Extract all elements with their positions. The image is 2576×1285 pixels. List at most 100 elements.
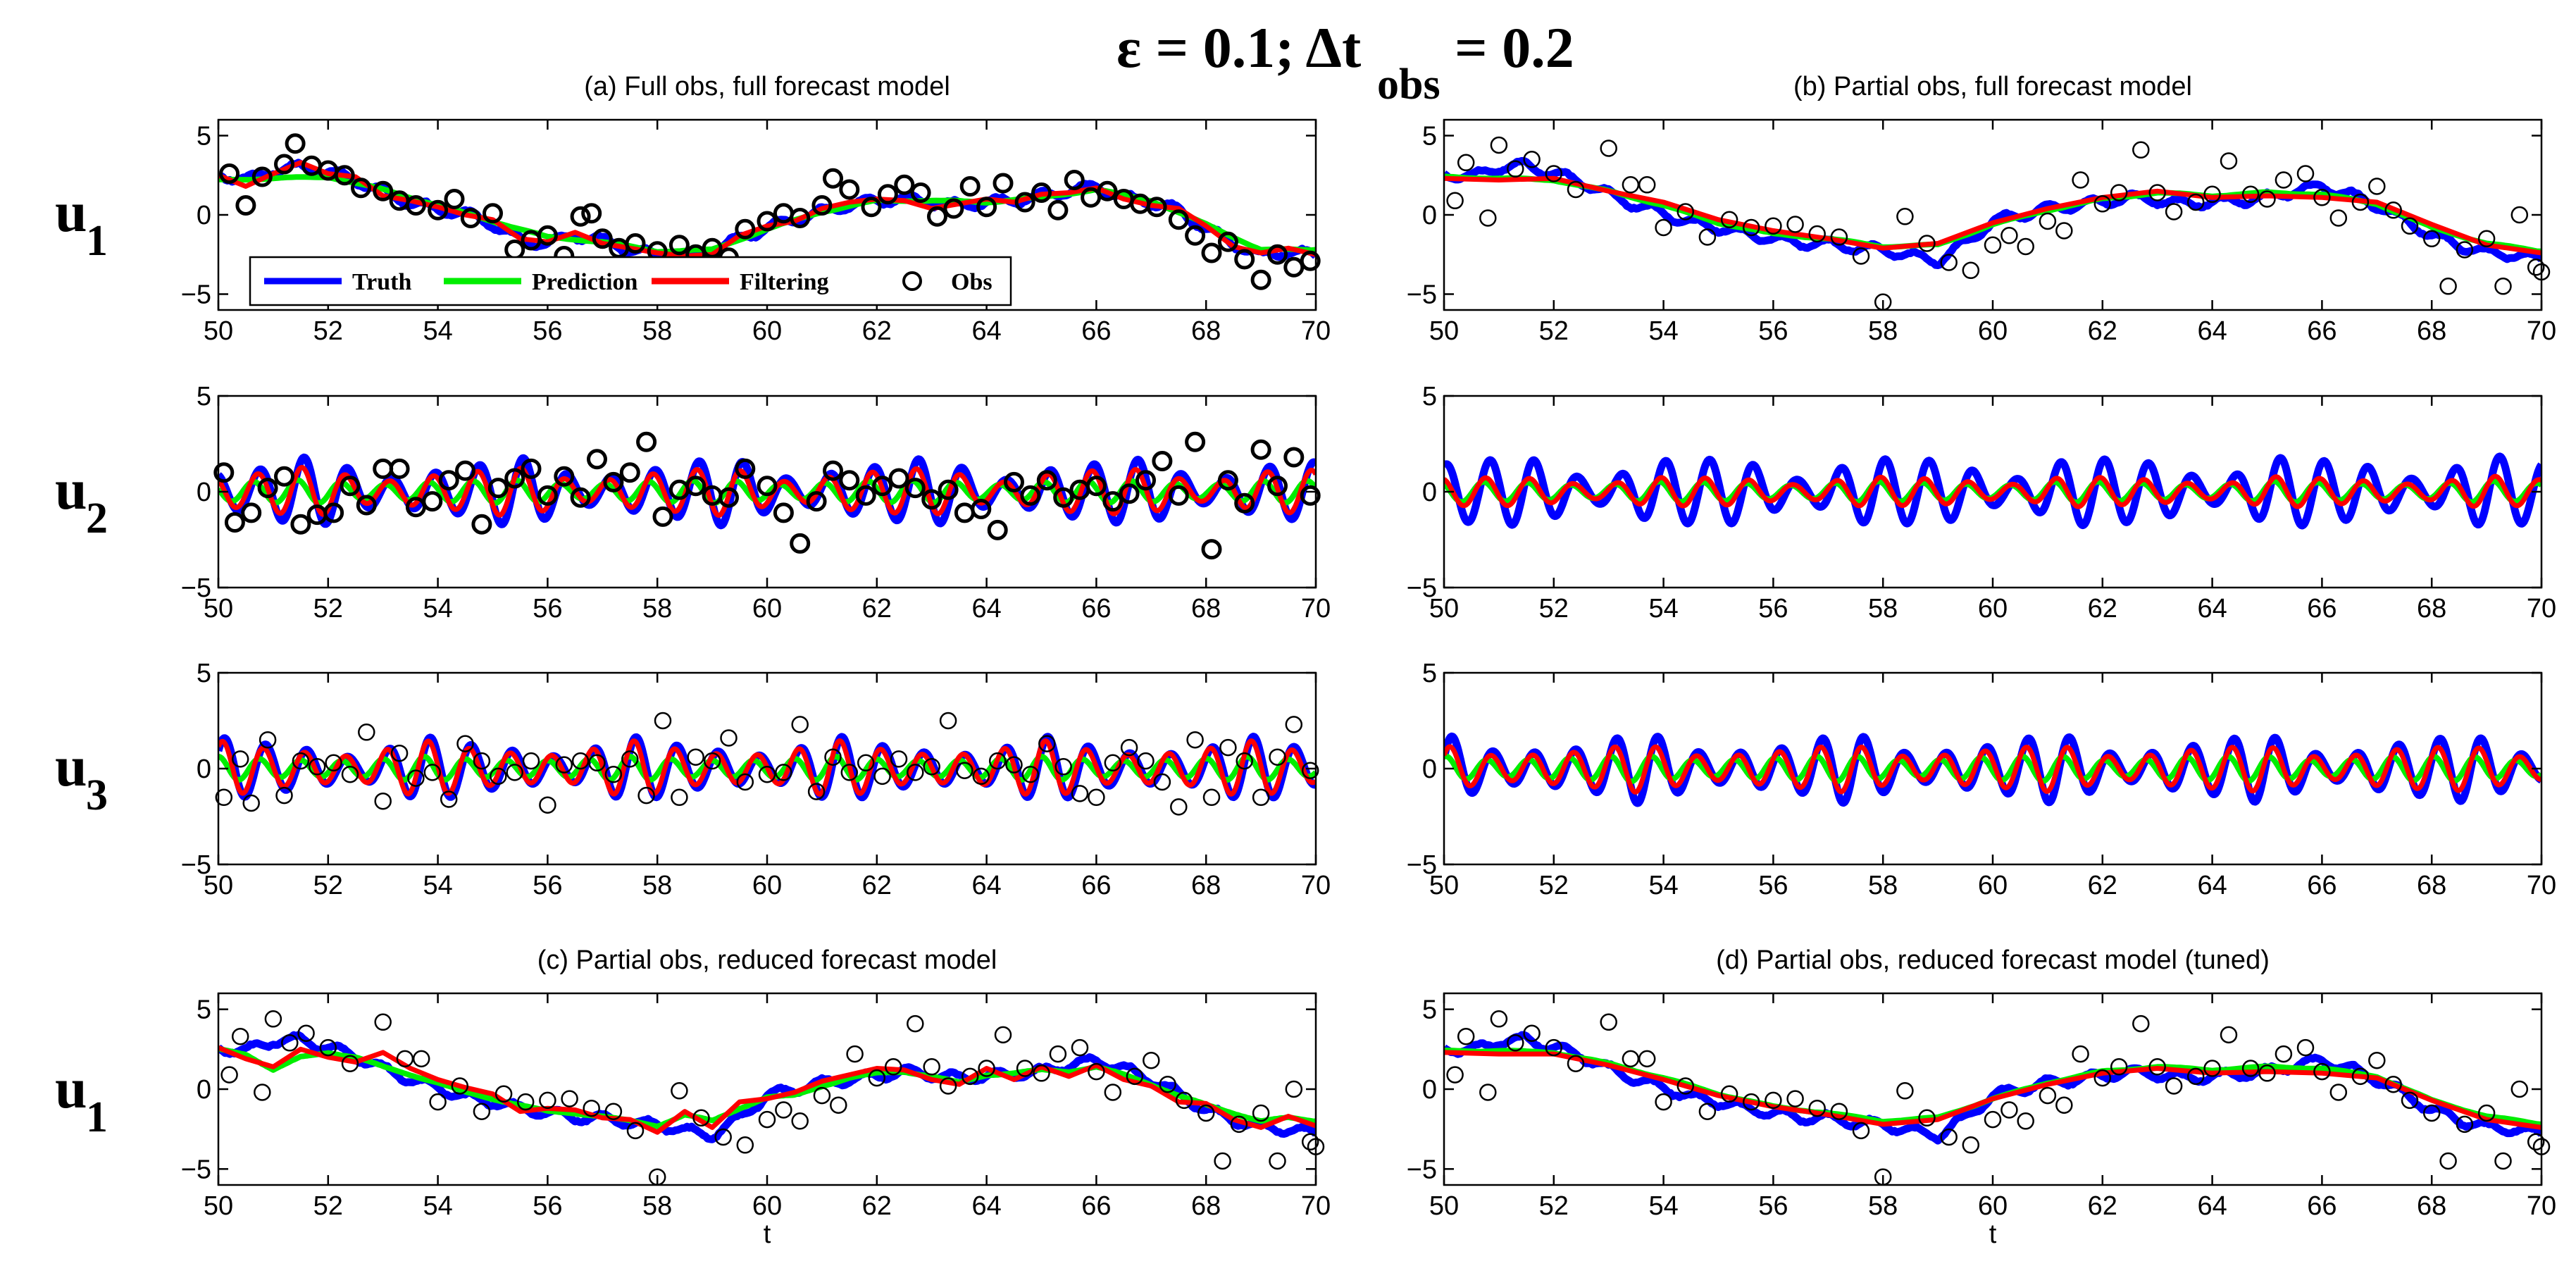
obs-point	[2439, 278, 2457, 295]
obs-point	[904, 478, 926, 499]
obs-point	[2384, 1075, 2402, 1093]
obs-point	[1830, 1103, 1848, 1120]
panel-title: (a) Full obs, full forecast model	[584, 72, 950, 101]
obs-point	[1523, 151, 1541, 168]
obs-point	[1300, 250, 1321, 271]
legend-box	[249, 256, 1012, 306]
obs-point	[2296, 1038, 2315, 1057]
obs-point	[561, 1090, 578, 1107]
obs-point	[2401, 217, 2419, 235]
obs-point	[494, 1085, 513, 1103]
obs-point	[791, 716, 809, 733]
legend: Truth Prediction Filtering Obs	[249, 256, 1012, 306]
plot-area	[1444, 156, 2541, 269]
obs-point	[1168, 485, 1189, 506]
y-tick-label: 5	[197, 995, 211, 1025]
x-tick-label: 62	[2088, 871, 2117, 900]
obs-point	[2039, 212, 2057, 230]
obs-point	[1742, 1093, 1760, 1111]
obs-point	[824, 748, 842, 766]
legend-swatch	[902, 271, 922, 291]
x-tick-label: 66	[1081, 594, 1111, 623]
obs-point	[888, 468, 909, 489]
obs-point	[877, 184, 898, 205]
obs-point	[1622, 1050, 1640, 1068]
obs-point	[319, 1038, 337, 1057]
obs-point	[2510, 206, 2529, 224]
obs-point	[685, 476, 707, 497]
row-label-var: u	[55, 180, 87, 244]
obs-point	[2401, 1091, 2419, 1110]
legend-label: Prediction	[532, 269, 638, 295]
obs-point	[839, 179, 860, 200]
obs-point	[2351, 1067, 2370, 1086]
obs-point	[2296, 165, 2315, 182]
x-tick-label: 70	[1301, 871, 1331, 900]
obs-point	[215, 788, 233, 807]
obs-point	[2203, 185, 2221, 204]
obs-point	[927, 206, 947, 227]
obs-point	[1490, 136, 1508, 154]
obs-point	[939, 1077, 957, 1095]
obs-point	[2258, 190, 2276, 208]
y-tick-label: 5	[1422, 122, 1437, 151]
obs-point	[790, 208, 811, 228]
obs-point	[1071, 1038, 1089, 1057]
obs-point	[1786, 1090, 1804, 1107]
x-tick-label: 50	[204, 871, 233, 900]
obs-point	[570, 487, 591, 508]
obs-point	[861, 197, 882, 218]
x-tick-label: 56	[533, 1191, 562, 1221]
obs-point	[2072, 171, 2089, 189]
obs-point	[588, 754, 606, 772]
obs-point	[1896, 1082, 1914, 1100]
x-tick-label: 70	[1301, 594, 1331, 623]
obs-point	[1283, 447, 1305, 468]
obs-point	[2477, 230, 2496, 248]
x-tick-label: 62	[862, 594, 892, 623]
y-tick-label: 0	[197, 478, 211, 507]
obs-point	[213, 462, 235, 483]
obs-point	[2110, 1058, 2128, 1076]
obs-point	[1146, 197, 1167, 218]
obs-point	[1088, 788, 1105, 807]
x-tick-label: 50	[1429, 871, 1459, 900]
obs-point	[2165, 1077, 2183, 1095]
obs-point	[1049, 1045, 1067, 1063]
obs-point	[1168, 209, 1189, 230]
obs-point	[603, 471, 624, 492]
obs-point	[1600, 1013, 1617, 1031]
obs-point	[2055, 222, 2073, 240]
obs-point	[872, 476, 893, 497]
x-tick-label: 64	[971, 316, 1001, 346]
obs-point	[456, 735, 474, 752]
filtering-line	[218, 1045, 1316, 1135]
row-label-sub: 1	[86, 217, 108, 265]
y-tick-label: −5	[181, 573, 211, 603]
obs-point	[506, 764, 523, 781]
obs-point	[1457, 1027, 1475, 1045]
x-tick-label: 68	[1191, 316, 1221, 346]
x-tick-label: 60	[1978, 316, 2008, 346]
obs-point	[1720, 1085, 1738, 1103]
obs-point	[2494, 278, 2512, 295]
obs-point	[1004, 471, 1024, 492]
obs-point	[1655, 1093, 1672, 1111]
x-tick-label: 62	[2088, 594, 2117, 623]
x-tick-label: 54	[423, 871, 452, 900]
obs-point	[959, 176, 981, 197]
obs-point	[890, 750, 908, 768]
obs-point	[735, 458, 756, 479]
obs-point	[537, 485, 558, 506]
x-tick-label: 62	[862, 871, 892, 900]
obs-point	[358, 724, 375, 741]
obs-point	[341, 765, 359, 783]
obs-point	[224, 512, 245, 533]
x-tick-label: 54	[1648, 316, 1678, 346]
x-tick-label: 56	[1758, 594, 1788, 623]
obs-point	[1638, 176, 1656, 194]
x-tick-label: 70	[2527, 316, 2556, 346]
obs-point	[671, 788, 688, 807]
